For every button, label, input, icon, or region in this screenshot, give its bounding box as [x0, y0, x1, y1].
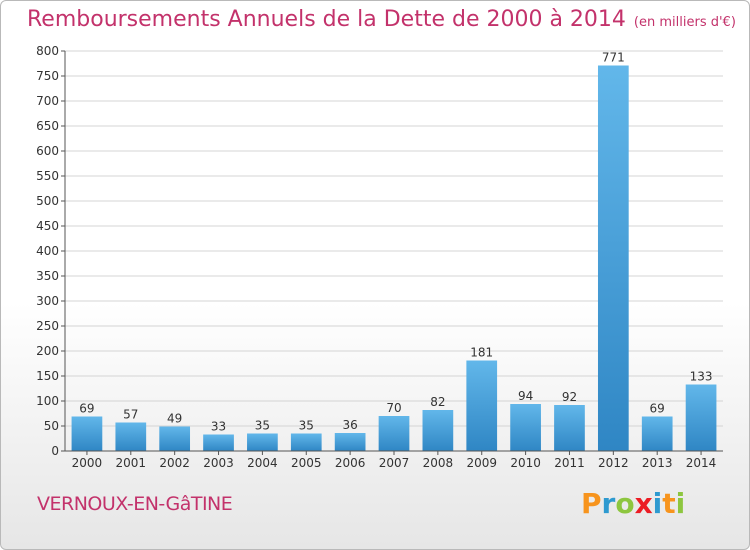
data-label: 35	[299, 419, 314, 433]
y-tick-label: 800	[36, 44, 59, 58]
y-tick-label: 450	[36, 219, 59, 233]
x-tick-label: 2003	[203, 456, 234, 470]
bar-2012	[597, 65, 629, 451]
y-tick-label: 350	[36, 269, 59, 283]
bar-2008	[422, 410, 454, 451]
x-tick-label: 2010	[510, 456, 541, 470]
y-tick-label: 200	[36, 344, 59, 358]
place-name: VERNOUX-EN-GâTINE	[37, 493, 233, 515]
bar-2004	[247, 433, 278, 451]
bar-2013	[641, 416, 673, 451]
logo-letter: x	[634, 487, 653, 520]
proxiti-logo[interactable]: Proxiti	[581, 487, 685, 520]
data-label: 82	[430, 395, 445, 409]
y-tick-label: 750	[36, 69, 59, 83]
bar-2009	[466, 360, 498, 451]
bar-2003	[203, 434, 234, 451]
bar-2011	[554, 405, 585, 451]
x-tick-label: 2009	[466, 456, 497, 470]
logo-letter: i	[675, 487, 686, 520]
bar-2005	[290, 433, 322, 451]
y-tick-label: 600	[36, 144, 59, 158]
chart-subtitle: (en milliers d'€)	[633, 15, 736, 30]
logo-letter: r	[601, 487, 616, 520]
x-tick-label: 2006	[335, 456, 366, 470]
data-label: 181	[470, 346, 493, 360]
bar-2001	[115, 422, 147, 451]
logo-letter: i	[652, 487, 663, 520]
x-tick-label: 2008	[423, 456, 454, 470]
data-label: 94	[518, 389, 533, 403]
logo-letter: P	[581, 487, 602, 520]
bars: 69 57 49 33 35 35 36 70 82 181 94 92 771 69 133	[71, 51, 717, 451]
chart-title: Remboursements Annuels de la Dette de 20…	[27, 7, 736, 32]
x-tick-label: 2013	[642, 456, 673, 470]
data-label: 69	[650, 402, 665, 416]
x-tick-label: 2001	[116, 456, 147, 470]
x-tick-label: 2014	[686, 456, 717, 470]
x-tick-label: 2005	[291, 456, 322, 470]
chart-title-text: Remboursements Annuels de la Dette de 20…	[27, 7, 626, 32]
x-tick-label: 2004	[247, 456, 278, 470]
data-label: 771	[602, 51, 625, 65]
y-tick-label: 100	[36, 394, 59, 408]
y-tick-label: 500	[36, 194, 59, 208]
y-tick-label: 0	[51, 444, 59, 458]
data-label: 69	[79, 402, 94, 416]
data-label: 70	[386, 401, 401, 415]
data-label: 57	[123, 408, 138, 422]
bar-2002	[159, 426, 191, 451]
x-tick-label: 2012	[598, 456, 629, 470]
x-tick-label: 2007	[379, 456, 410, 470]
data-label: 49	[167, 412, 182, 426]
bar-2007	[378, 416, 410, 451]
y-tick-label: 50	[44, 419, 59, 433]
logo-letter: o	[615, 487, 635, 520]
bar-2006	[334, 433, 366, 451]
y-tick-label: 400	[36, 244, 59, 258]
y-tick-label: 550	[36, 169, 59, 183]
data-label: 36	[342, 418, 357, 432]
bar-2014	[685, 384, 717, 451]
data-label: 92	[562, 390, 577, 404]
axes: 0 50 100 150 200 250 300 350 400 450 500 550 600 650 7…	[36, 44, 723, 470]
data-label: 35	[255, 419, 270, 433]
data-label: 33	[211, 420, 226, 434]
x-tick-label: 2000	[72, 456, 103, 470]
y-tick-label: 700	[36, 94, 59, 108]
x-tick-label: 2011	[554, 456, 585, 470]
y-tick-label: 150	[36, 369, 59, 383]
y-tick-label: 650	[36, 119, 59, 133]
bar-2010	[510, 404, 541, 451]
y-tick-label: 250	[36, 319, 59, 333]
y-tick-label: 300	[36, 294, 59, 308]
data-label: 133	[690, 370, 713, 384]
bar-2000	[71, 416, 103, 451]
logo-letter: t	[662, 487, 676, 520]
x-tick-label: 2002	[159, 456, 190, 470]
